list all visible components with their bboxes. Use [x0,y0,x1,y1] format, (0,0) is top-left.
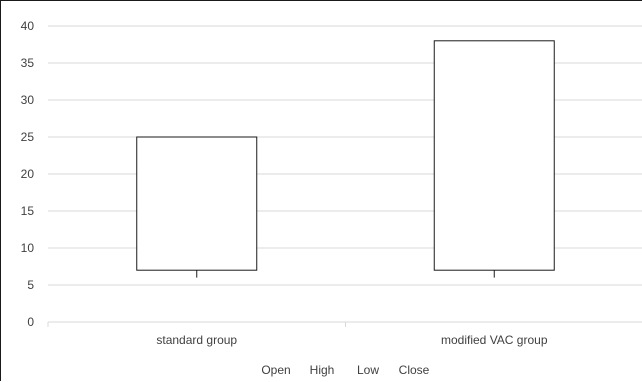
y-tick-label: 20 [21,167,35,181]
legend-entry: Open [261,363,290,377]
y-tick-label: 40 [21,19,35,33]
y-tick-label: 5 [27,278,34,292]
candle-body [136,136,258,271]
candle-body [433,40,555,271]
y-tick-label: 35 [21,56,35,70]
legend-entry: High [310,363,335,377]
y-tick-label: 25 [21,130,35,144]
data-marks [136,40,555,278]
legend: Open High Low Close [261,363,429,377]
legend-entry: Close [399,363,430,377]
x-category-label: standard group [156,333,237,347]
legend-entry: Low [357,363,379,377]
x-category-label: modified VAC group [441,333,548,347]
axes: 0 5 10 15 20 25 30 35 40 standard group modified V… [21,19,642,347]
y-tick-label: 15 [21,204,35,218]
y-tick-label: 10 [21,241,35,255]
y-tick-label: 0 [27,315,34,329]
y-tick-label: 30 [21,93,35,107]
